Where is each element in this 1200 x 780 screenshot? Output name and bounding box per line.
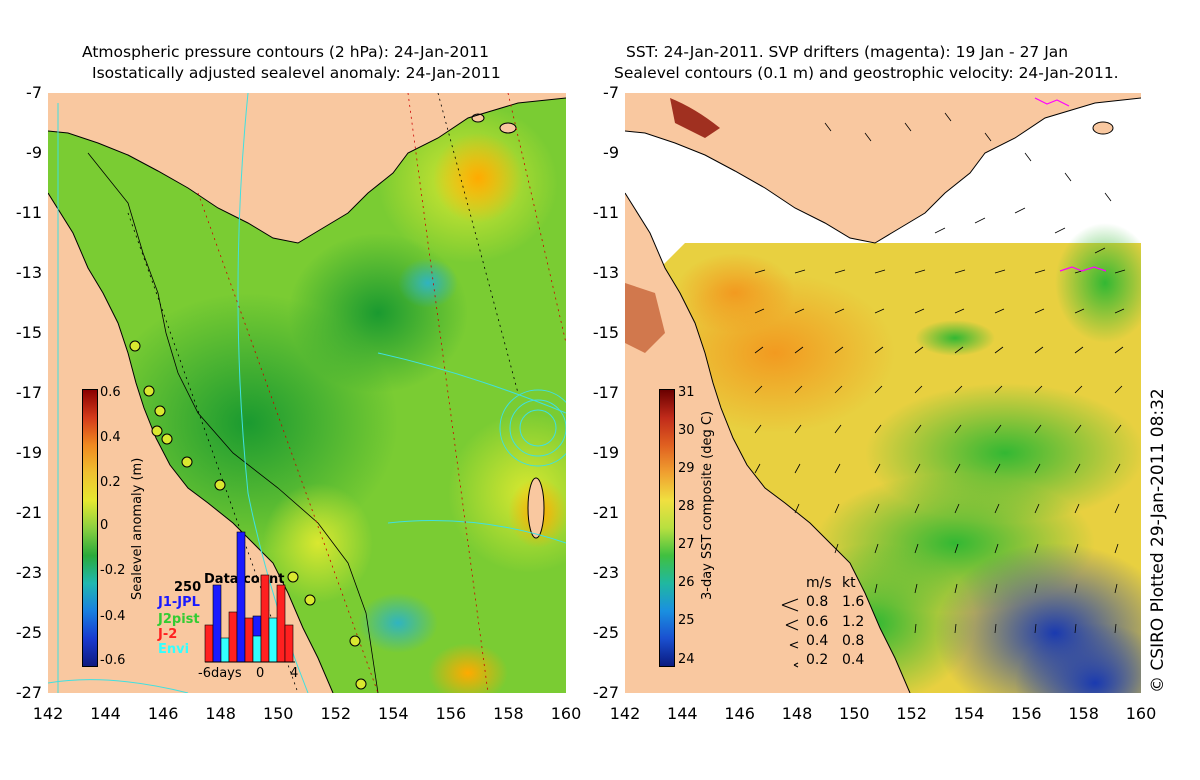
sst-tick-1: 30 — [678, 423, 695, 438]
sla-tick-0: 0.6 — [100, 385, 121, 400]
right-title-line2: Sealevel contours (0.1 m) and geostrophi… — [614, 64, 1119, 82]
png-land — [625, 93, 1141, 243]
right-ytick-9: -25 — [592, 623, 619, 642]
data-count-x-min: -6days — [198, 666, 242, 681]
tide-gauge-markers — [129, 340, 367, 690]
left-ytick-2: -11 — [15, 203, 42, 222]
sla-tick-6: -0.6 — [100, 653, 126, 668]
sst-map — [625, 93, 1141, 693]
right-ytick-3: -13 — [592, 263, 619, 282]
mission-j-2: J-2 — [158, 627, 178, 642]
speed-row-4-kt: 0.4 — [842, 652, 865, 668]
sst-tick-2: 29 — [678, 461, 695, 476]
data-count-x-max: 4 — [290, 666, 299, 681]
left-title-line2: Isostatically adjusted sealevel anomaly:… — [92, 64, 501, 82]
sst-tick-4: 27 — [678, 537, 695, 552]
mission-envi: Envi — [158, 642, 190, 657]
sst-tick-6: 25 — [678, 613, 695, 628]
geostrophic-velocity-arrows — [754, 112, 1126, 634]
queensland-land — [625, 193, 910, 693]
speed-row-3-ms: 0.4 — [806, 633, 829, 649]
sla-tick-3: 0 — [100, 518, 109, 533]
sla-tick-5: -0.4 — [100, 609, 126, 624]
speed-legend: m/s kt 0.8 1.6 0.6 1.2 0.4 0.8 0.2 0.4 — [780, 575, 880, 670]
right-ytick-6: -19 — [592, 443, 619, 462]
left-xtick-7: 156 — [435, 704, 467, 723]
speed-row-2-ms: 0.6 — [806, 614, 829, 630]
left-xtick-0: 142 — [32, 704, 64, 723]
speed-legend-header-ms: m/s — [806, 575, 832, 591]
right-xtick-5: 152 — [896, 704, 927, 723]
right-ytick-1: -9 — [603, 143, 619, 162]
speed-legend-arrows — [781, 598, 799, 668]
right-title-line1: SST: 24-Jan-2011. SVP drifters (magenta)… — [626, 43, 1069, 61]
sla-tick-4: -0.2 — [100, 563, 126, 578]
sst-colorbar-label: 3-day SST composite (deg C) — [700, 410, 715, 600]
right-xtick-2: 146 — [724, 704, 755, 723]
sst-tick-3: 28 — [678, 499, 695, 514]
right-ytick-7: -21 — [592, 503, 619, 522]
left-xtick-9: 160 — [550, 704, 582, 723]
right-ytick-8: -23 — [592, 563, 619, 582]
data-count-x-zero: 0 — [256, 666, 265, 681]
speed-row-1-kt: 1.6 — [842, 594, 865, 610]
png-land — [48, 93, 566, 243]
speed-legend-header-kt: kt — [842, 575, 856, 591]
data-count-inset: 250 Data count J1-JPL J2pist J-2 Envi -6… — [158, 530, 299, 681]
sst-tick-7: 24 — [678, 652, 695, 667]
speed-row-1-ms: 0.8 — [806, 594, 829, 610]
right-xtick-7: 156 — [1011, 704, 1042, 723]
right-xtick-9: 160 — [1125, 704, 1157, 723]
queensland-land — [48, 193, 333, 693]
right-xtick-6: 154 — [953, 704, 985, 723]
sla-tick-1: 0.4 — [100, 430, 121, 445]
left-title-line1: Atmospheric pressure contours (2 hPa): 2… — [82, 43, 489, 61]
sea-level-anomaly-map — [48, 93, 566, 693]
left-xtick-5: 152 — [320, 704, 352, 723]
speed-row-3-kt: 0.8 — [842, 633, 865, 649]
right-ytick-4: -15 — [592, 323, 619, 342]
left-ytick-8: -23 — [15, 563, 42, 582]
left-ytick-0: -7 — [26, 83, 42, 102]
sla-tick-2: 0.2 — [100, 475, 121, 490]
left-ytick-3: -13 — [15, 263, 42, 282]
data-count-histogram — [204, 531, 295, 663]
right-xtick-4: 150 — [839, 704, 870, 723]
left-xtick-1: 144 — [90, 704, 121, 723]
left-xtick-3: 148 — [205, 704, 236, 723]
left-ytick-4: -15 — [15, 323, 42, 342]
mission-j1-jpl: J1-JPL — [158, 595, 200, 610]
data-count-ymax: 250 — [174, 580, 202, 595]
left-ytick-10: -27 — [15, 683, 42, 702]
sla-colorbar — [82, 389, 98, 667]
left-ytick-9: -25 — [15, 623, 42, 642]
left-ytick-1: -9 — [26, 143, 42, 162]
left-ytick-7: -21 — [15, 503, 42, 522]
sst-tick-0: 31 — [678, 385, 695, 400]
left-xtick-6: 154 — [378, 704, 409, 723]
right-xtick-1: 144 — [667, 704, 698, 723]
speed-row-4-ms: 0.2 — [806, 652, 829, 668]
mission-j2pist: J2pist — [158, 612, 200, 627]
sla-colorbar-label: Sealevel anomaly (m) — [130, 457, 145, 600]
right-xtick-8: 158 — [1068, 704, 1099, 723]
right-xtick-0: 142 — [609, 704, 641, 723]
right-ytick-0: -7 — [603, 83, 619, 102]
right-xtick-3: 148 — [781, 704, 813, 723]
sst-colorbar — [659, 389, 675, 667]
right-ytick-5: -17 — [592, 383, 619, 402]
speed-row-2-kt: 1.2 — [842, 614, 865, 630]
left-ytick-5: -17 — [15, 383, 42, 402]
left-xtick-4: 150 — [262, 704, 294, 723]
left-ytick-6: -19 — [15, 443, 42, 462]
sst-tick-5: 26 — [678, 575, 695, 590]
left-xtick-8: 158 — [493, 704, 524, 723]
left-xtick-2: 146 — [147, 704, 179, 723]
right-ytick-10: -27 — [592, 683, 619, 702]
csiro-credit: © CSIRO Plotted 29-Jan-2011 08:32 — [1148, 388, 1168, 693]
right-ytick-2: -11 — [592, 203, 619, 222]
svp-drifter-tracks — [1034, 97, 1107, 272]
